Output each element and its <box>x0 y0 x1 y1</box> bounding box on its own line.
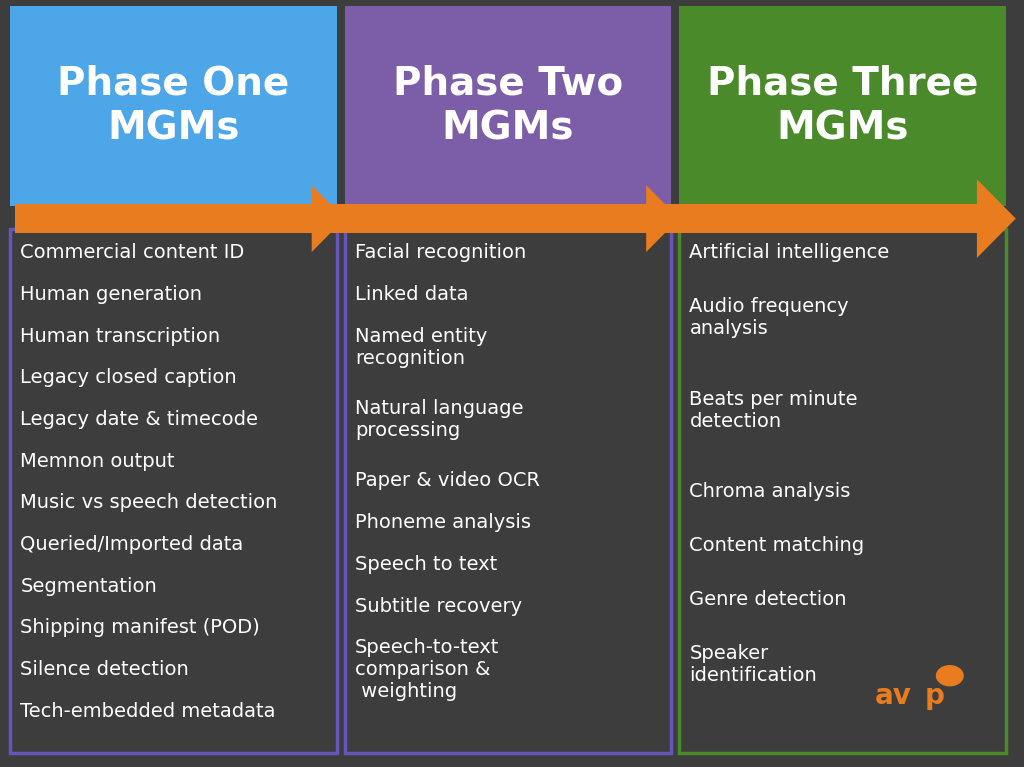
Bar <box>10 6 337 206</box>
Text: Tech-embedded metadata: Tech-embedded metadata <box>20 702 276 721</box>
Text: Chroma analysis: Chroma analysis <box>689 482 851 502</box>
Text: Commercial content ID: Commercial content ID <box>20 243 245 262</box>
Bar <box>345 6 671 206</box>
Text: Linked data: Linked data <box>355 285 469 304</box>
Text: Queried/Imported data: Queried/Imported data <box>20 535 244 554</box>
Bar <box>679 229 1006 753</box>
Text: Natural language
processing: Natural language processing <box>355 399 523 440</box>
Text: Speech to text: Speech to text <box>355 555 498 574</box>
Bar <box>10 229 337 753</box>
Text: Beats per minute
detection: Beats per minute detection <box>689 390 858 431</box>
Text: Phoneme analysis: Phoneme analysis <box>355 513 531 532</box>
Text: Phase Two
MGMs: Phase Two MGMs <box>393 64 623 147</box>
Text: Genre detection: Genre detection <box>689 590 847 609</box>
Text: Shipping manifest (POD): Shipping manifest (POD) <box>20 618 260 637</box>
Text: Speaker
identification: Speaker identification <box>689 644 817 685</box>
Text: Artificial intelligence: Artificial intelligence <box>689 243 890 262</box>
Text: Memnon output: Memnon output <box>20 452 175 471</box>
Text: av: av <box>876 682 912 709</box>
Text: Legacy closed caption: Legacy closed caption <box>20 368 238 387</box>
Text: Content matching: Content matching <box>689 536 864 555</box>
Text: Human generation: Human generation <box>20 285 203 304</box>
Text: Subtitle recovery: Subtitle recovery <box>355 597 522 616</box>
Text: Phase Three
MGMs: Phase Three MGMs <box>707 64 978 147</box>
Text: Human transcription: Human transcription <box>20 327 220 346</box>
Text: Named entity
recognition: Named entity recognition <box>355 327 487 368</box>
Bar <box>679 6 1006 206</box>
Text: Speech-to-text
comparison &
 weighting: Speech-to-text comparison & weighting <box>355 638 500 701</box>
Text: Paper & video OCR: Paper & video OCR <box>355 471 540 490</box>
Bar <box>345 229 671 753</box>
Polygon shape <box>311 185 345 252</box>
Text: Facial recognition: Facial recognition <box>355 243 526 262</box>
Text: Audio frequency
analysis: Audio frequency analysis <box>689 297 849 338</box>
Text: Music vs speech detection: Music vs speech detection <box>20 493 278 512</box>
Polygon shape <box>646 185 679 252</box>
Text: Legacy date & timecode: Legacy date & timecode <box>20 410 258 429</box>
Polygon shape <box>977 179 1016 258</box>
Text: Phase One
MGMs: Phase One MGMs <box>57 64 290 147</box>
Text: Segmentation: Segmentation <box>20 577 158 596</box>
Circle shape <box>937 666 964 686</box>
Text: p: p <box>925 682 944 709</box>
Polygon shape <box>15 204 977 233</box>
Text: Silence detection: Silence detection <box>20 660 189 680</box>
